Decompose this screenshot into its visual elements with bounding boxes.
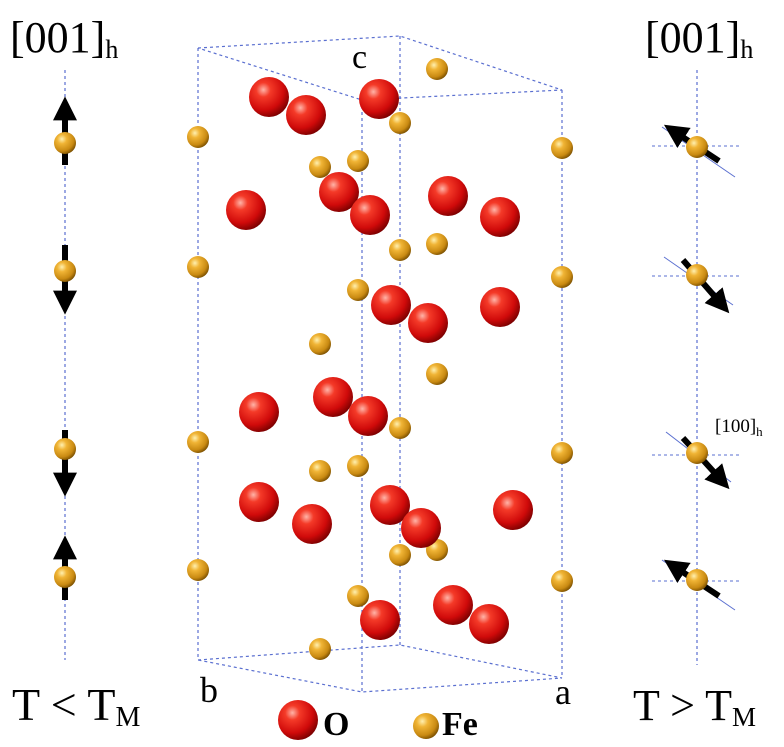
- fe-atom: [54, 438, 76, 460]
- right-spin-4: [652, 559, 742, 611]
- left-panel: [001]h T < TM: [10, 13, 140, 733]
- o-atom: [428, 176, 468, 216]
- legend-iron-label: Fe: [442, 706, 478, 743]
- right-spin-3: [652, 431, 742, 490]
- fe-atom: [347, 150, 369, 172]
- fe-atom: [54, 566, 76, 588]
- o-atom: [239, 392, 279, 432]
- o-atom: [433, 585, 473, 625]
- left-direction-label: [001]h: [10, 13, 118, 64]
- axis-b-label: b: [200, 670, 218, 710]
- o-atom: [249, 77, 289, 117]
- fe-atom: [309, 460, 331, 482]
- fe-atom: [551, 442, 573, 464]
- o-atom: [408, 303, 448, 343]
- fe-atom: [187, 431, 209, 453]
- fe-atom: [187, 126, 209, 148]
- right-panel: [001]h [100]h T > TM: [633, 13, 763, 732]
- right-condition-label: T > TM: [633, 681, 756, 732]
- o-atom: [313, 377, 353, 417]
- fe-atom: [426, 363, 448, 385]
- o-atom: [493, 490, 533, 530]
- fe-atom: [347, 455, 369, 477]
- legend-oxygen-swatch: [278, 700, 318, 740]
- o-atom: [469, 604, 509, 644]
- fe-atom: [686, 442, 708, 464]
- fe-atom: [187, 256, 209, 278]
- left-spin-4: [53, 535, 77, 600]
- o-atom: [401, 508, 441, 548]
- fe-atom: [686, 136, 708, 158]
- fe-atom: [551, 266, 573, 288]
- fe-atom: [551, 570, 573, 592]
- right-spin-2: [652, 256, 742, 314]
- o-atom: [360, 600, 400, 640]
- o-atom: [348, 396, 388, 436]
- o-atom: [350, 195, 390, 235]
- cell-bottom-face: [197, 644, 563, 693]
- left-spin-2: [53, 245, 77, 315]
- fe-atom: [551, 137, 573, 159]
- o-atom: [480, 197, 520, 237]
- unit-cell: [197, 35, 563, 693]
- legend-iron-swatch: [413, 713, 439, 739]
- fe-atom: [686, 569, 708, 591]
- o-atom: [286, 95, 326, 135]
- right-spin-1: [652, 124, 742, 178]
- fe-atom: [426, 233, 448, 255]
- axis-a-label: a: [555, 672, 571, 712]
- o-atom: [319, 172, 359, 212]
- fe-atom: [389, 112, 411, 134]
- fe-atom: [309, 156, 331, 178]
- fe-atom: [426, 58, 448, 80]
- fe-atom: [389, 239, 411, 261]
- o-atom: [371, 285, 411, 325]
- fe-atom: [389, 544, 411, 566]
- o-atom: [359, 79, 399, 119]
- fe-atom: [54, 132, 76, 154]
- moment-direction-label: [100]h: [715, 416, 763, 439]
- o-atom: [292, 504, 332, 544]
- legend: O Fe: [278, 700, 478, 743]
- axis-c-label: c: [352, 39, 367, 76]
- fe-atom: [686, 264, 708, 286]
- fe-atom: [309, 333, 331, 355]
- left-condition-label: T < TM: [12, 679, 140, 733]
- fe-atom: [347, 585, 369, 607]
- fe-atom: [389, 417, 411, 439]
- o-atom: [370, 485, 410, 525]
- fe-atom: [347, 279, 369, 301]
- o-atoms: [226, 77, 533, 644]
- fe-atom: [187, 559, 209, 581]
- fe-atom: [54, 260, 76, 282]
- fe-atom: [309, 638, 331, 660]
- fe-atoms: [187, 58, 573, 660]
- o-atom: [480, 287, 520, 327]
- o-atom: [239, 482, 279, 522]
- left-spin-3: [53, 430, 77, 497]
- right-direction-label: [001]h: [645, 13, 753, 64]
- o-atom: [226, 190, 266, 230]
- left-spin-1: [53, 96, 77, 165]
- legend-oxygen-label: O: [323, 706, 349, 743]
